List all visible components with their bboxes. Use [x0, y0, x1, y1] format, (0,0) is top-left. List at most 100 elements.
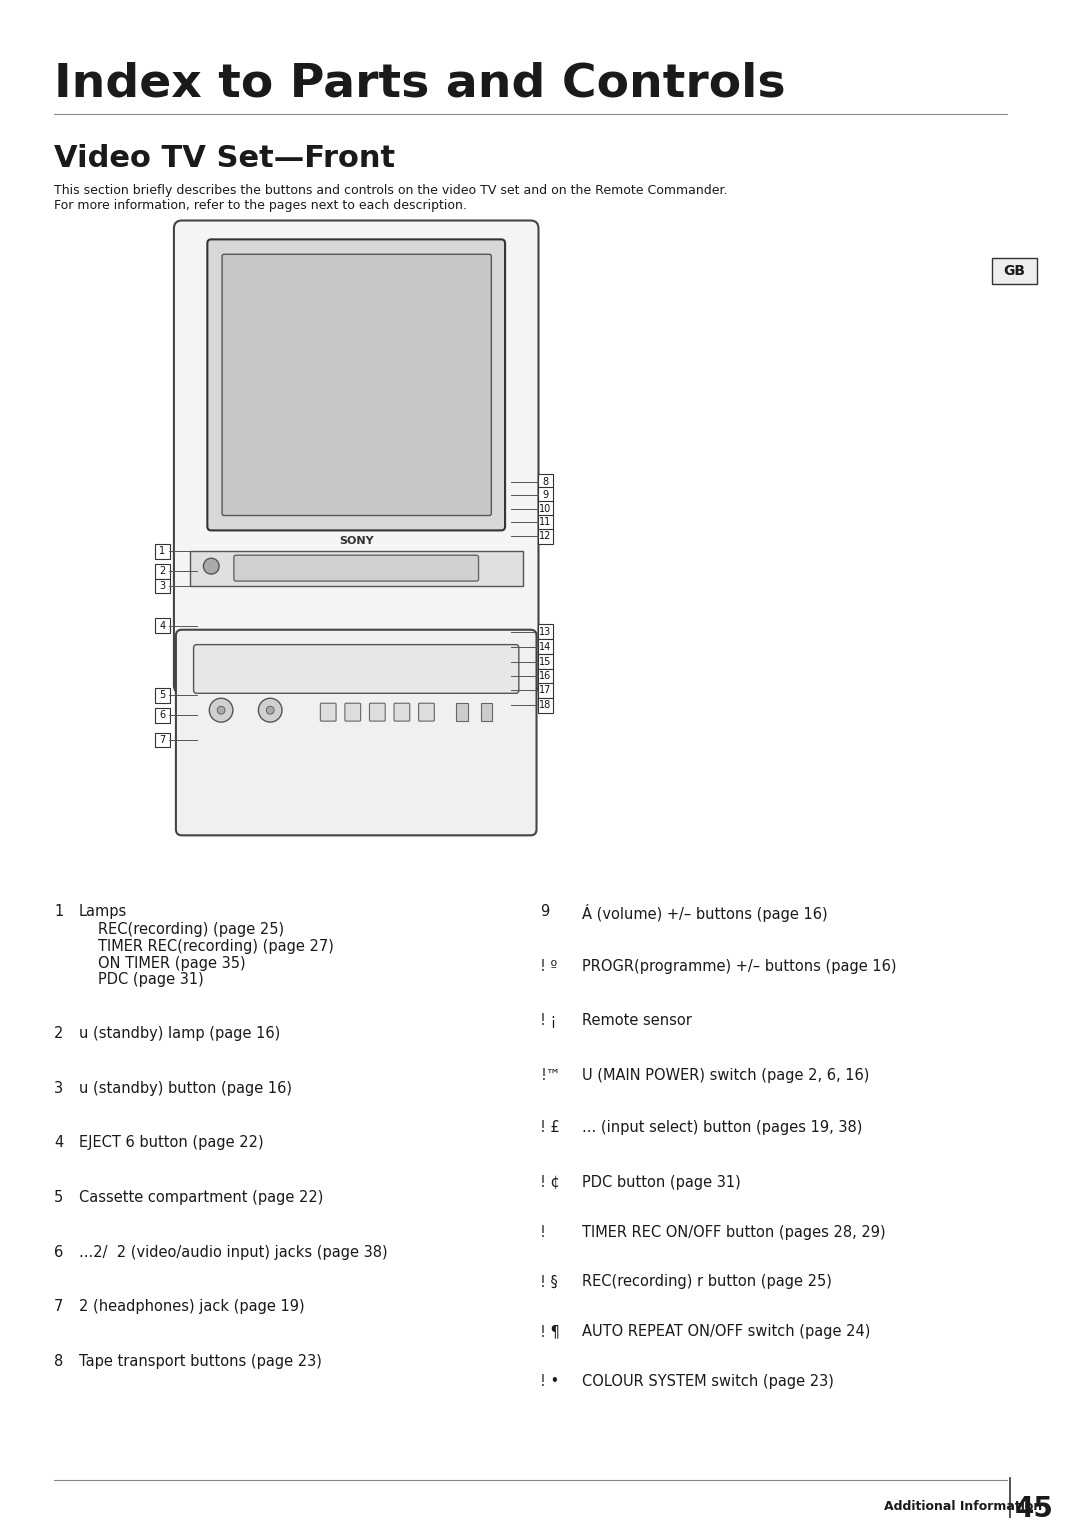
- Text: 8: 8: [542, 477, 549, 487]
- Text: ! §: ! §: [540, 1274, 558, 1290]
- Text: 1: 1: [159, 547, 165, 556]
- FancyBboxPatch shape: [190, 552, 523, 587]
- Text: Video TV Set—Front: Video TV Set—Front: [54, 144, 395, 173]
- FancyBboxPatch shape: [207, 240, 505, 530]
- Text: U (MAIN POWER) switch (page 2, 6, 16): U (MAIN POWER) switch (page 2, 6, 16): [582, 1068, 869, 1083]
- Text: SONY: SONY: [339, 536, 374, 547]
- Text: 13: 13: [539, 626, 552, 637]
- Text: 1: 1: [54, 905, 64, 918]
- Text: ! •: ! •: [540, 1374, 559, 1389]
- FancyBboxPatch shape: [321, 703, 336, 721]
- Text: 9: 9: [542, 489, 549, 500]
- Text: 4: 4: [54, 1135, 64, 1151]
- Text: ON TIMER (page 35): ON TIMER (page 35): [98, 955, 246, 970]
- FancyBboxPatch shape: [538, 529, 553, 544]
- FancyBboxPatch shape: [538, 625, 553, 639]
- Text: 5: 5: [159, 691, 165, 700]
- Text: 8: 8: [54, 1354, 64, 1369]
- Text: Remote sensor: Remote sensor: [582, 1013, 691, 1028]
- Text: ...2/  2 (video/audio input) jacks (page 38): ...2/ 2 (video/audio input) jacks (page …: [79, 1245, 388, 1259]
- FancyBboxPatch shape: [154, 579, 170, 593]
- FancyBboxPatch shape: [456, 703, 468, 721]
- Text: 6: 6: [54, 1245, 64, 1259]
- Text: This section briefly describes the buttons and controls on the video TV set and : This section briefly describes the butto…: [54, 183, 728, 197]
- Text: Lamps: Lamps: [79, 905, 126, 918]
- Circle shape: [203, 558, 219, 575]
- Text: 2: 2: [159, 567, 165, 576]
- Text: u (standby) lamp (page 16): u (standby) lamp (page 16): [79, 1025, 280, 1041]
- Text: Cassette compartment (page 22): Cassette compartment (page 22): [79, 1190, 323, 1206]
- Text: 17: 17: [539, 686, 552, 695]
- Text: 14: 14: [539, 642, 552, 651]
- Text: 18: 18: [539, 700, 552, 711]
- Text: u (standby) button (page 16): u (standby) button (page 16): [79, 1080, 292, 1096]
- Text: EJECT 6 button (page 22): EJECT 6 button (page 22): [79, 1135, 264, 1151]
- Text: 15: 15: [539, 657, 552, 666]
- Circle shape: [217, 706, 225, 714]
- FancyBboxPatch shape: [419, 703, 434, 721]
- Text: 2: 2: [54, 1025, 64, 1041]
- FancyBboxPatch shape: [154, 619, 170, 633]
- FancyBboxPatch shape: [538, 698, 553, 712]
- FancyBboxPatch shape: [993, 258, 1037, 284]
- Text: 16: 16: [539, 671, 552, 681]
- FancyBboxPatch shape: [538, 487, 553, 503]
- Text: REC(recording) r button (page 25): REC(recording) r button (page 25): [582, 1274, 832, 1290]
- Text: 7: 7: [159, 735, 165, 746]
- FancyBboxPatch shape: [345, 703, 361, 721]
- FancyBboxPatch shape: [222, 254, 491, 515]
- FancyBboxPatch shape: [154, 544, 170, 559]
- FancyBboxPatch shape: [538, 501, 553, 516]
- Circle shape: [258, 698, 282, 723]
- Text: 45: 45: [1014, 1494, 1053, 1523]
- FancyBboxPatch shape: [538, 654, 553, 669]
- Text: 3: 3: [54, 1080, 63, 1096]
- FancyBboxPatch shape: [193, 645, 518, 694]
- FancyBboxPatch shape: [154, 732, 170, 747]
- Text: 6: 6: [159, 711, 165, 720]
- Text: Tape transport buttons (page 23): Tape transport buttons (page 23): [79, 1354, 322, 1369]
- Text: PDC (page 31): PDC (page 31): [98, 972, 204, 987]
- FancyBboxPatch shape: [538, 474, 553, 489]
- Text: ! £: ! £: [540, 1120, 561, 1135]
- Text: 9: 9: [540, 905, 550, 918]
- Text: 2 (headphones) jack (page 19): 2 (headphones) jack (page 19): [79, 1299, 305, 1314]
- Text: TIMER REC ON/OFF button (pages 28, 29): TIMER REC ON/OFF button (pages 28, 29): [582, 1225, 886, 1239]
- Text: REC(recording) (page 25): REC(recording) (page 25): [98, 921, 284, 937]
- FancyBboxPatch shape: [174, 220, 539, 694]
- FancyBboxPatch shape: [538, 669, 553, 685]
- FancyBboxPatch shape: [154, 707, 170, 723]
- Text: ! ¶: ! ¶: [540, 1325, 561, 1339]
- Text: Additional Information: Additional Information: [885, 1500, 1042, 1513]
- Text: ... (input select) button (pages 19, 38): ... (input select) button (pages 19, 38): [582, 1120, 862, 1135]
- Text: GB: GB: [1003, 264, 1026, 278]
- Text: PDC button (page 31): PDC button (page 31): [582, 1175, 741, 1190]
- Text: 12: 12: [539, 532, 552, 541]
- FancyBboxPatch shape: [234, 555, 478, 581]
- FancyBboxPatch shape: [538, 515, 553, 530]
- FancyBboxPatch shape: [481, 703, 492, 721]
- FancyBboxPatch shape: [176, 630, 537, 836]
- FancyBboxPatch shape: [369, 703, 386, 721]
- FancyBboxPatch shape: [154, 688, 170, 703]
- Text: Á (volume) +/– buttons (page 16): Á (volume) +/– buttons (page 16): [582, 905, 827, 921]
- FancyBboxPatch shape: [538, 683, 553, 698]
- Text: 11: 11: [539, 518, 552, 527]
- FancyBboxPatch shape: [538, 639, 553, 654]
- Text: For more information, refer to the pages next to each description.: For more information, refer to the pages…: [54, 199, 467, 212]
- FancyBboxPatch shape: [154, 564, 170, 579]
- FancyBboxPatch shape: [394, 703, 409, 721]
- Text: 7: 7: [54, 1299, 64, 1314]
- Circle shape: [267, 706, 274, 714]
- Text: 10: 10: [539, 504, 552, 513]
- Text: 4: 4: [159, 620, 165, 631]
- Text: 5: 5: [54, 1190, 64, 1206]
- Text: PROGR(programme) +/– buttons (page 16): PROGR(programme) +/– buttons (page 16): [582, 958, 896, 973]
- Text: Index to Parts and Controls: Index to Parts and Controls: [54, 61, 785, 107]
- Text: COLOUR SYSTEM switch (page 23): COLOUR SYSTEM switch (page 23): [582, 1374, 834, 1389]
- Text: TIMER REC(recording) (page 27): TIMER REC(recording) (page 27): [98, 938, 334, 953]
- Text: 3: 3: [159, 581, 165, 591]
- Text: !: !: [540, 1225, 561, 1239]
- Text: !™: !™: [540, 1068, 561, 1083]
- Circle shape: [210, 698, 233, 723]
